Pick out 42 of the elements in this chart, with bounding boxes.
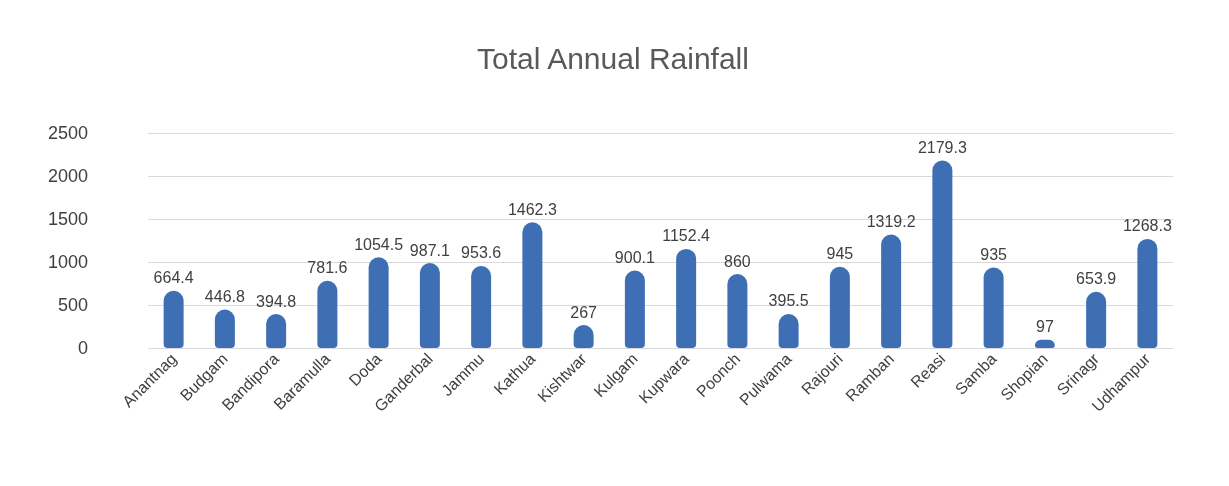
data-label: 860 <box>724 252 751 270</box>
data-label: 267 <box>570 303 598 321</box>
data-label: 97 <box>1035 318 1054 336</box>
data-label: 781.6 <box>307 259 348 277</box>
y-tick-label: 1500 <box>47 209 88 229</box>
data-label: 1319.2 <box>866 213 916 231</box>
bar <box>522 222 543 348</box>
data-label: 945 <box>826 245 854 263</box>
bar <box>983 267 1004 348</box>
y-tick-label: 2000 <box>47 166 88 186</box>
y-tick-label: 1000 <box>47 252 88 272</box>
bar <box>419 263 440 348</box>
bar <box>163 290 184 348</box>
data-label: 935 <box>980 246 1008 264</box>
data-label: 446.8 <box>204 288 245 306</box>
bar <box>1086 291 1107 348</box>
bar <box>727 274 748 348</box>
y-tick-label: 0 <box>77 338 88 358</box>
data-label: 395.5 <box>768 292 809 310</box>
data-label: 2179.3 <box>917 139 967 157</box>
bar <box>471 265 492 348</box>
data-label: 1462.3 <box>507 200 557 218</box>
bar <box>624 270 645 348</box>
chart-title: Total Annual Rainfall <box>477 41 749 75</box>
y-tick-label: 2500 <box>47 123 88 143</box>
data-label: 1152.4 <box>662 227 711 245</box>
data-label: 987.1 <box>409 241 450 259</box>
bar <box>881 234 902 348</box>
bar <box>368 257 389 348</box>
data-label: 653.9 <box>1076 270 1117 288</box>
data-label: 953.6 <box>461 244 502 262</box>
data-label: 1054.5 <box>354 235 404 253</box>
y-tick-label: 500 <box>57 295 88 315</box>
bar <box>932 160 953 348</box>
data-label: 1268.3 <box>1122 217 1172 235</box>
bar <box>1137 238 1158 348</box>
data-label: 900.1 <box>614 249 655 267</box>
bar <box>829 266 850 348</box>
data-label: 664.4 <box>153 269 194 287</box>
bar <box>317 280 338 348</box>
data-label: 394.8 <box>256 292 297 310</box>
bar <box>676 248 697 348</box>
